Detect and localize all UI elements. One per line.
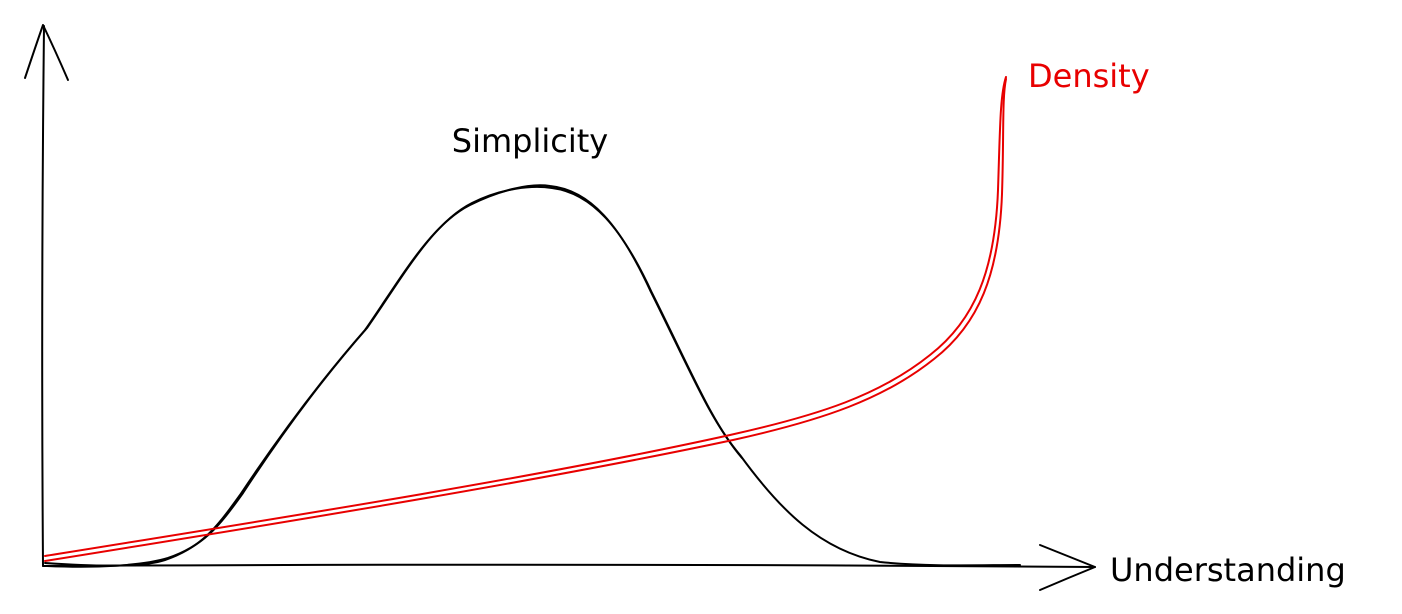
y-axis <box>41 25 45 567</box>
density-label: Density <box>1028 57 1150 95</box>
x-axis-label: Understanding <box>1110 551 1346 589</box>
y-axis-arrow <box>24 24 69 81</box>
x-axis-arrow <box>1039 544 1096 591</box>
density-curve-stroke <box>44 78 1007 562</box>
simplicity-curve-stroke <box>46 185 743 568</box>
density-curve <box>44 76 1007 557</box>
simplicity-label: Simplicity <box>452 122 608 160</box>
